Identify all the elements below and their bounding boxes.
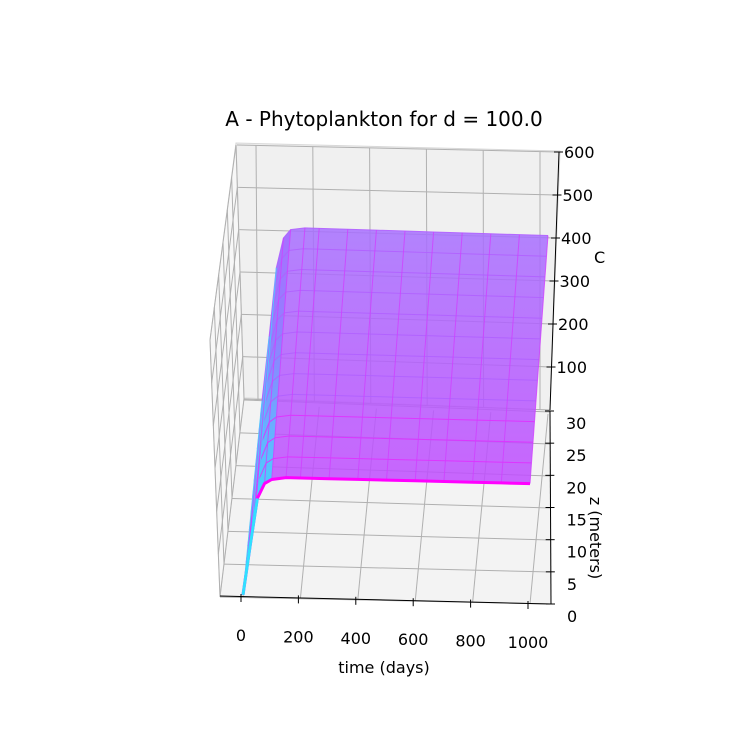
y-tick-label: 0 — [567, 607, 577, 626]
back-grid-line-value — [236, 144, 559, 153]
y-tick-label: 5 — [567, 575, 577, 594]
z-tick-label: 400 — [561, 229, 592, 248]
surface-mesh-line — [414, 231, 435, 481]
surface-rise-edge — [241, 498, 259, 596]
side-grid-line-depth — [213, 307, 225, 565]
side-grid-line-depth — [222, 242, 233, 499]
surface-mesh-line — [500, 234, 520, 483]
surface-mesh-line — [264, 237, 284, 484]
z-tick-label: 200 — [558, 315, 589, 334]
side-pane-grid — [209, 144, 245, 598]
surface-sheet — [243, 227, 548, 595]
y-tick-label: 20 — [566, 478, 586, 497]
x-axis-line — [219, 595, 552, 605]
surface-mesh-line — [529, 235, 549, 484]
y-axis-label: z (meters) — [586, 497, 605, 579]
x-axis-label: time (days) — [338, 658, 429, 677]
side-grid-line-depth — [235, 144, 245, 400]
z-tick-label: 600 — [564, 143, 595, 162]
surface-front-edge — [241, 476, 531, 596]
surface-mesh-line — [328, 229, 349, 479]
x-tick-label: 200 — [283, 627, 314, 646]
surface-mesh-line — [285, 227, 306, 478]
y-tick-label: 25 — [566, 446, 586, 465]
surface-mesh — [241, 227, 549, 596]
floor-grid-line-time — [529, 413, 549, 605]
surface-mesh-line — [256, 267, 277, 499]
surface-mesh-line — [386, 231, 406, 481]
z-tick-label: 100 — [557, 358, 588, 377]
axes: 0 200 400 600 800 1000 0 5 10 15 20 25 30 100 200 300 40… — [219, 143, 595, 652]
surface-mesh-line — [249, 336, 270, 546]
x-tick-label: 800 — [455, 632, 486, 651]
side-grid-line-depth — [231, 177, 241, 433]
y-tick-label: 10 — [567, 543, 587, 562]
side-grid-line-depth — [209, 339, 221, 598]
surface-mesh-line — [271, 229, 292, 480]
side-grid-line-depth — [218, 274, 229, 532]
z-tick-label: 300 — [560, 272, 591, 291]
surface-mesh-line — [443, 232, 463, 482]
y-tick-label: 30 — [566, 414, 586, 433]
floor-grid-line-depth — [227, 530, 551, 541]
x-tick-label: 0 — [236, 626, 246, 645]
y-tick-label: 15 — [567, 511, 587, 530]
surface-mesh-line — [472, 233, 492, 483]
back-grid-line-value — [238, 186, 557, 196]
floor-grid-line-depth — [223, 563, 551, 573]
side-grid-line-depth — [226, 209, 237, 466]
surface-mesh-line — [299, 228, 320, 479]
x-tick-label: 400 — [341, 629, 372, 648]
chart-title: A - Phytoplankton for d = 100.0 — [225, 107, 542, 131]
x-tick-label: 1000 — [508, 633, 549, 652]
floor-grid-line-depth — [231, 498, 551, 509]
surface-mesh-line — [357, 230, 377, 480]
x-tick-label: 600 — [398, 630, 429, 649]
z-axis-label: C — [594, 248, 605, 267]
z-tick-label: 500 — [563, 186, 594, 205]
surface-mesh-line — [242, 400, 263, 595]
